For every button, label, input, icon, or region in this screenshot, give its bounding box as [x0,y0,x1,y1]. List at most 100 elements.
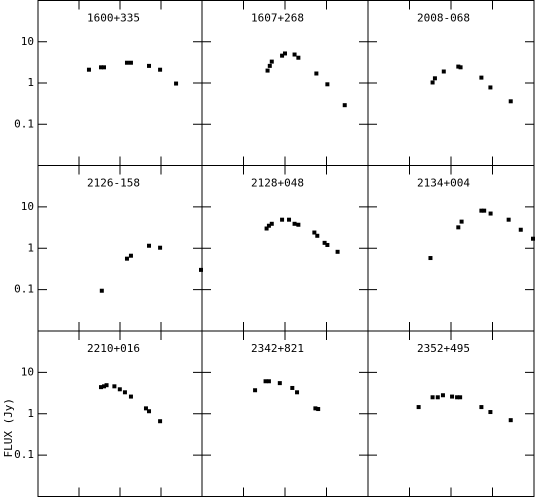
panel-title: 2008-068 [417,12,470,25]
data-point [479,405,484,410]
data-point [269,221,274,226]
data-point [440,393,445,398]
data-point [441,69,446,74]
data-point [158,67,163,72]
data-point [253,388,258,393]
data-point [265,68,270,73]
data-point [112,384,117,389]
data-point [269,59,274,64]
data-point [315,233,320,238]
data-point [456,64,461,69]
data-point [506,217,511,222]
data-point [124,256,129,261]
panel-frame [201,0,369,166]
panel-title: 2210+016 [87,342,140,355]
data-point [335,249,340,254]
data-point [416,405,421,410]
data-point [99,288,104,293]
data-point [147,63,152,68]
data-point [264,226,269,231]
data-point [428,256,433,261]
data-point [266,223,271,228]
y-tick-label: 1 [27,76,34,89]
data-point [430,395,435,400]
data-point [98,65,103,70]
data-point [508,418,513,423]
data-point [147,409,152,414]
panel-title: 1600+335 [87,12,140,25]
data-point [508,99,513,104]
data-point [128,253,133,258]
data-point [174,81,179,86]
data-point [531,236,535,241]
data-point [325,242,330,247]
data-point [280,53,285,58]
data-point [296,55,301,60]
data-point [277,381,282,386]
data-point [104,383,109,388]
panel-title: 2126-158 [87,177,140,190]
data-point [325,82,330,87]
panel-frame [367,0,535,166]
data-point [458,65,463,70]
data-point [450,394,455,399]
data-point [124,60,129,65]
panel-title: 2342+821 [251,342,304,355]
data-point [128,60,133,65]
data-point [458,395,463,400]
panel-frame [201,165,369,332]
y-tick-label: 10 [21,200,34,213]
data-point [488,211,493,216]
data-point [158,245,163,250]
data-point [283,51,287,56]
data-point [128,394,133,399]
data-point [287,217,292,222]
panel-title: 2352+495 [417,342,470,355]
data-point [263,379,268,384]
panel-frame [367,165,535,332]
y-tick-label: 1 [27,241,34,254]
data-point [296,222,301,227]
data-point [459,219,464,224]
data-point [143,406,148,411]
panel-frame [201,330,369,497]
data-point [432,76,437,81]
panel-frame [37,330,203,497]
y-tick-label: 0.1 [14,283,34,296]
panel-frame [367,330,535,497]
data-point [98,385,103,390]
y-axis-label: FLUX (Jy) [2,398,15,458]
data-point [117,387,122,392]
data-point [86,67,91,72]
data-point [280,217,285,222]
y-tick-label: 0.1 [14,117,34,130]
y-tick-label: 0.1 [14,448,34,461]
data-point [342,103,347,108]
data-point [322,240,327,245]
data-point [455,395,460,400]
y-tick-label: 1 [27,407,34,420]
data-point [295,390,300,395]
panel-frame [37,165,203,332]
data-point [479,75,484,80]
data-point [456,225,461,230]
data-point [482,208,487,213]
y-tick-label: 10 [21,365,34,378]
data-point [290,385,295,390]
data-point [101,384,106,389]
data-point [518,227,523,232]
panel-title: 2134+004 [417,177,470,190]
data-point [147,243,152,248]
data-point [479,208,484,213]
data-point [101,65,106,70]
data-point [430,80,435,85]
panel-title: 2128+048 [251,177,304,190]
data-point [267,63,272,68]
data-point [122,390,127,395]
data-point [435,395,440,400]
data-point [488,85,493,90]
data-point [312,230,317,235]
data-point [313,406,318,411]
